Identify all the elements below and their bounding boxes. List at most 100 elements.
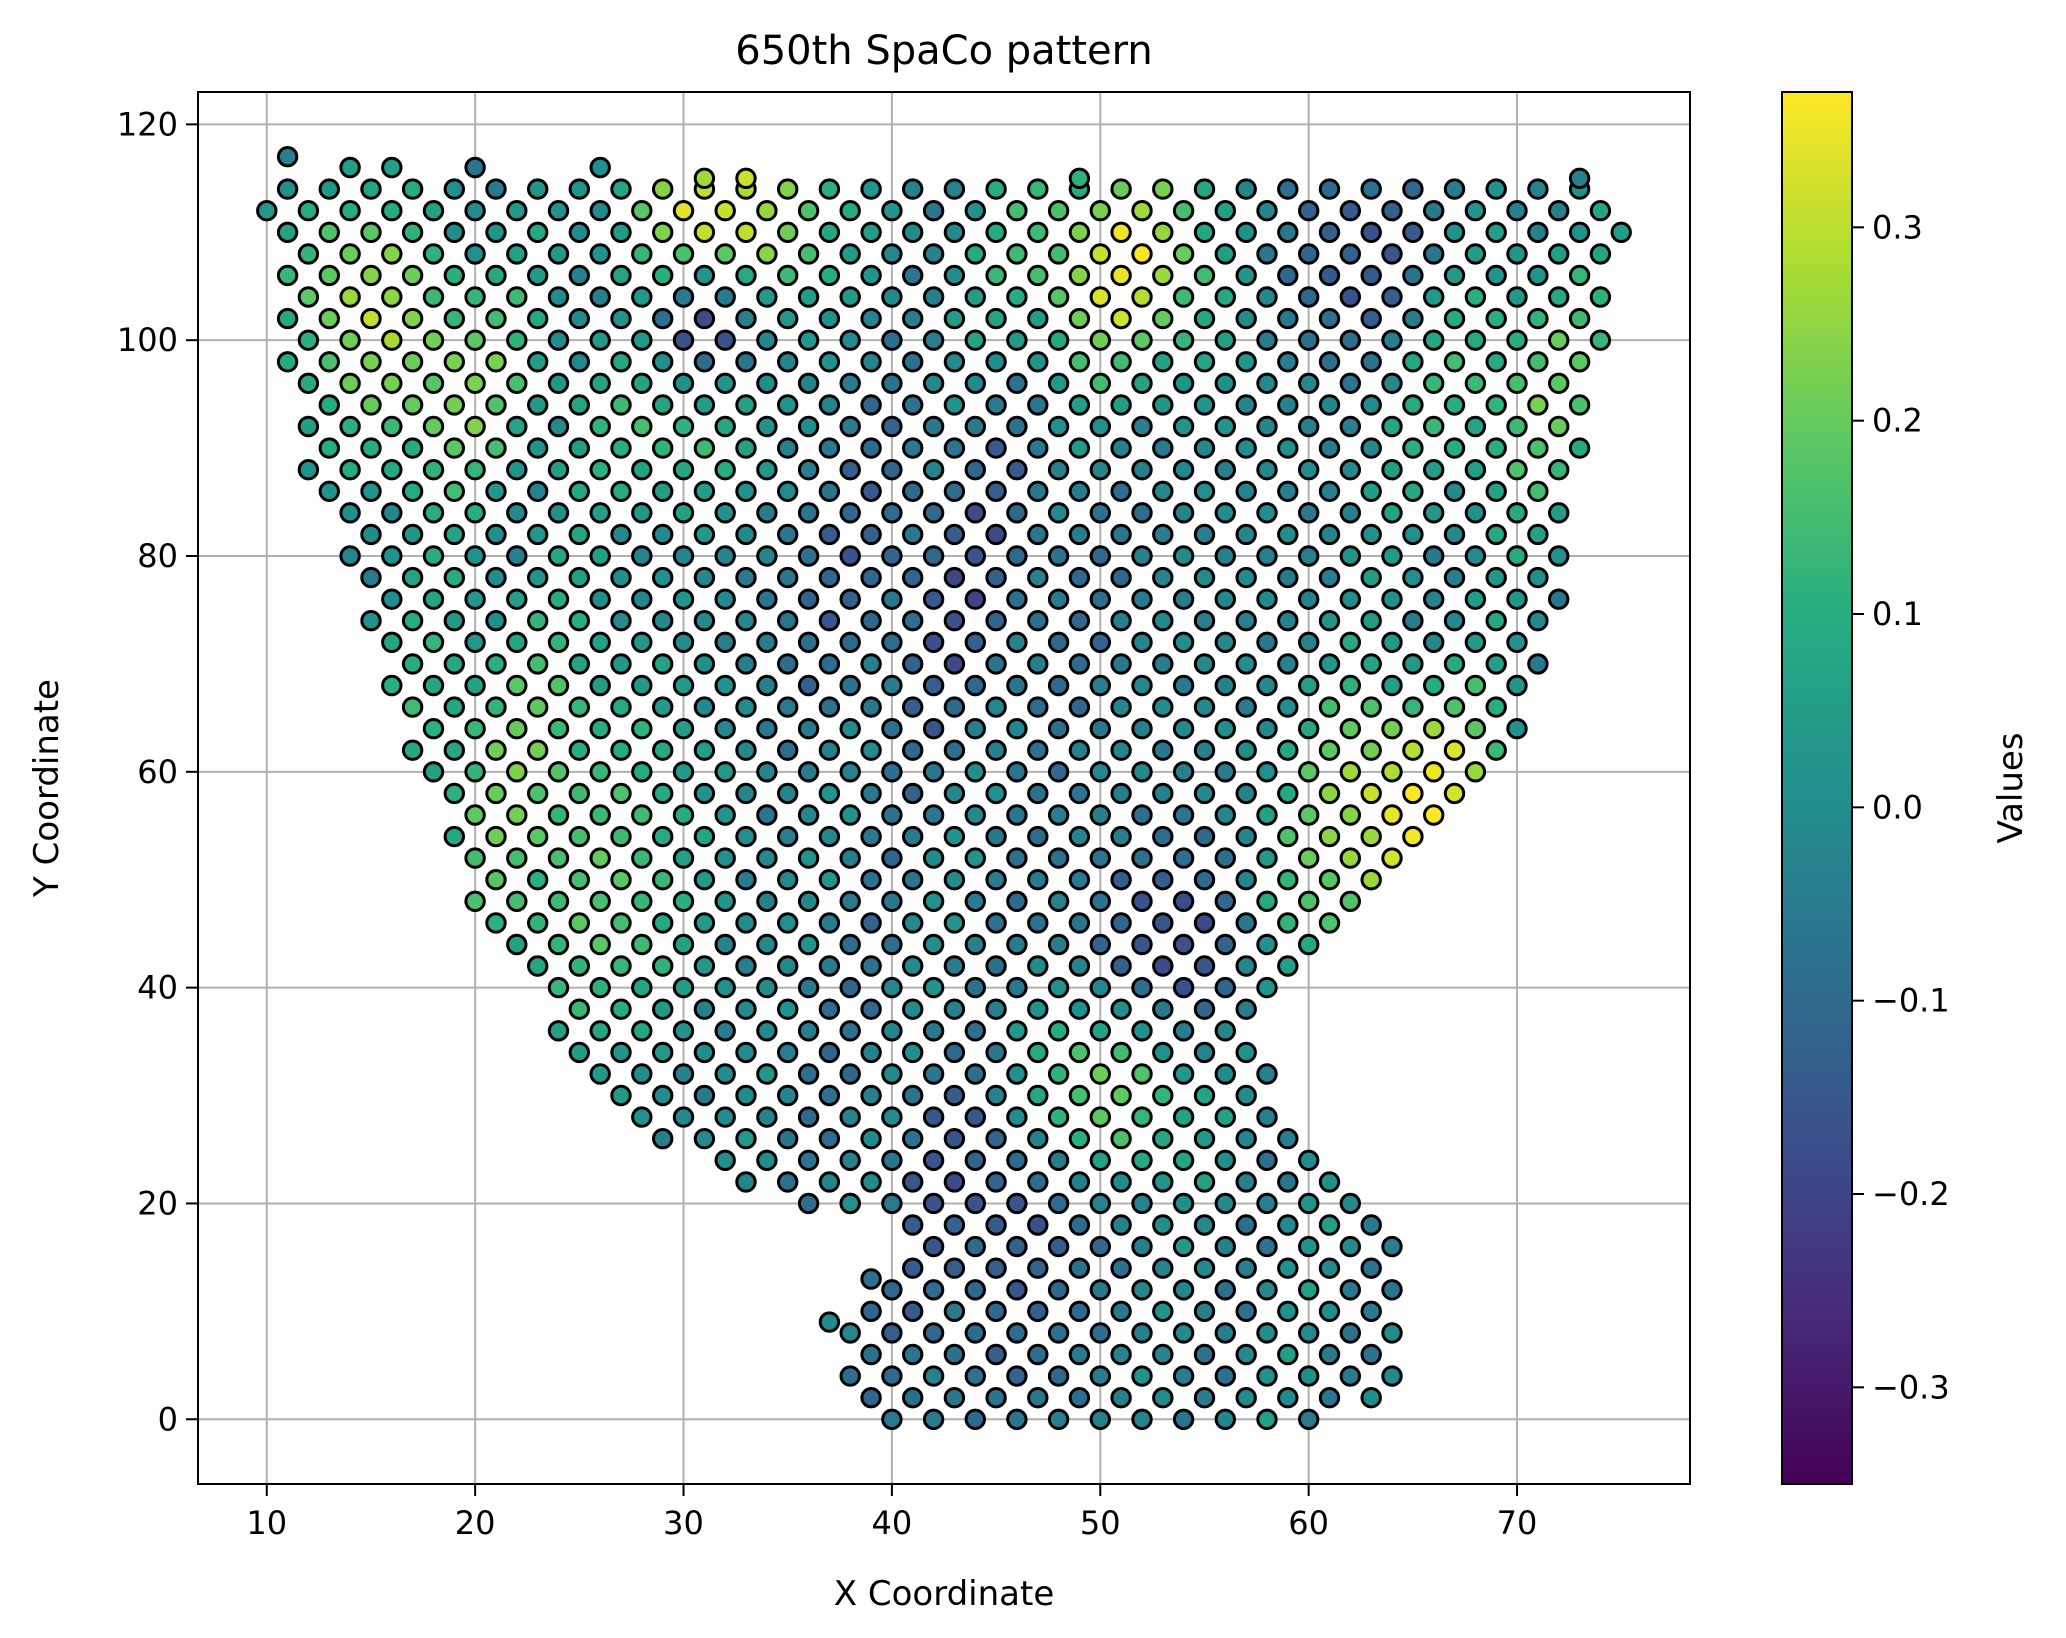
scatter-point (839, 1192, 861, 1215)
scatter-point (1193, 912, 1216, 934)
scatter-point (1027, 998, 1049, 1020)
scatter-point (1110, 1128, 1132, 1150)
scatter-point (1172, 459, 1195, 481)
scatter-point (1006, 1063, 1028, 1085)
scatter-point (1193, 351, 1216, 373)
scatter-point (922, 329, 945, 351)
scatter-point (672, 286, 695, 308)
scatter-point (360, 264, 382, 287)
scatter-point (860, 1300, 882, 1323)
scatter-point (360, 178, 382, 200)
scatter-point (693, 653, 716, 675)
scatter-point (922, 372, 945, 394)
scatter-point (1527, 566, 1549, 589)
scatter-point (1506, 286, 1528, 308)
scatter-point (714, 1020, 736, 1042)
scatter-point (777, 523, 799, 546)
scatter-point (839, 588, 861, 610)
scatter-point (881, 459, 903, 481)
scatter-point (922, 804, 945, 826)
scatter-point (672, 1020, 695, 1042)
scatter-point (1277, 653, 1299, 675)
scatter-point (422, 674, 445, 697)
scatter-point (1423, 329, 1445, 351)
scatter-point (735, 1128, 757, 1150)
scatter-point (631, 588, 653, 610)
scatter-point (652, 610, 674, 632)
scatter-point (318, 178, 340, 200)
scatter-point (1464, 243, 1487, 265)
scatter-point (422, 761, 445, 783)
scatter-point (1568, 307, 1591, 330)
scatter-point (1360, 437, 1382, 459)
y-tick-label: 80 (137, 537, 178, 575)
scatter-point (818, 869, 841, 891)
scatter-point (401, 610, 424, 632)
scatter-point (735, 610, 757, 632)
scatter-point (1298, 1322, 1320, 1344)
scatter-point (568, 307, 590, 330)
scatter-point (1131, 847, 1153, 869)
scatter-point (610, 394, 632, 416)
scatter-point (1047, 1365, 1070, 1387)
scatter-point (1256, 1279, 1278, 1301)
scatter-point (1381, 372, 1403, 394)
scatter-point (756, 631, 778, 653)
scatter-point (1110, 998, 1132, 1020)
scatter-point (672, 804, 695, 826)
scatter-point (318, 437, 340, 459)
scatter-point (485, 437, 507, 459)
scatter-point (839, 329, 861, 351)
scatter-point (1131, 1149, 1153, 1172)
scatter-point (1402, 696, 1424, 718)
scatter-point (1006, 674, 1028, 697)
scatter-point (1235, 1257, 1257, 1279)
scatter-point (860, 437, 882, 459)
scatter-point (1235, 1128, 1257, 1150)
scatter-point (652, 696, 674, 718)
scatter-point (839, 200, 861, 222)
scatter-point (1464, 415, 1487, 438)
scatter-point (1298, 933, 1320, 956)
scatter-point (1464, 459, 1487, 481)
scatter-point (756, 1063, 778, 1085)
scatter-point (1318, 912, 1341, 934)
scatter-point (860, 264, 882, 287)
scatter-point (1193, 1171, 1216, 1193)
scatter-point (1423, 674, 1445, 697)
scatter-point (1402, 825, 1424, 848)
scatter-point (652, 653, 674, 675)
scatter-point (672, 459, 695, 481)
scatter-point (985, 1387, 1007, 1409)
scatter-point (714, 1106, 736, 1128)
scatter-point (777, 653, 799, 675)
scatter-point (1006, 329, 1028, 351)
scatter-point (1360, 1343, 1382, 1366)
scatter-point (1214, 1235, 1237, 1258)
scatter-point (922, 243, 945, 265)
scatter-point (1527, 523, 1549, 546)
scatter-point (1381, 1279, 1403, 1301)
scatter-point (1006, 200, 1028, 222)
scatter-point (881, 933, 903, 956)
scatter-point (1381, 718, 1403, 740)
scatter-point (922, 674, 945, 697)
scatter-point (1548, 372, 1570, 394)
scatter-point (1402, 264, 1424, 287)
scatter-point (1235, 912, 1257, 934)
scatter-point (568, 1041, 590, 1064)
scatter-point (589, 329, 611, 351)
scatter-point (527, 955, 549, 977)
scatter-point (339, 329, 361, 351)
scatter-point (922, 1149, 945, 1172)
scatter-point (1068, 869, 1091, 891)
scatter-point (547, 243, 570, 265)
scatter-point (860, 1171, 882, 1193)
scatter-point (1235, 1300, 1257, 1323)
scatter-point (443, 696, 465, 718)
scatter-point (943, 739, 966, 761)
scatter-point (1568, 221, 1591, 244)
scatter-point (1318, 696, 1341, 718)
scatter-point (735, 912, 757, 934)
scatter-point (881, 1192, 903, 1215)
